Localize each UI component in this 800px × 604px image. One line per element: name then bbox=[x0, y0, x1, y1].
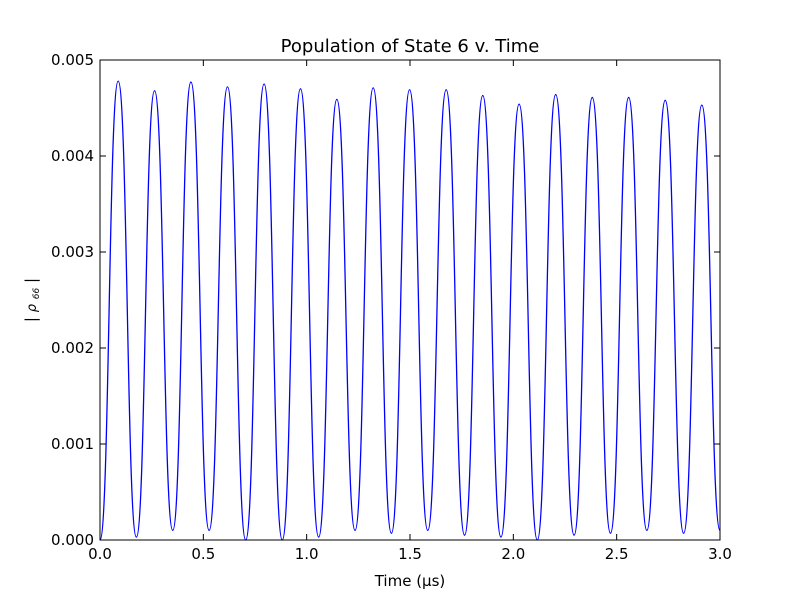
chart-title: Population of State 6 v. Time bbox=[281, 36, 540, 57]
y-tick-label: 0.003 bbox=[51, 243, 94, 261]
x-tick-label: 2.5 bbox=[605, 545, 629, 563]
x-tick-label: 1.5 bbox=[398, 545, 422, 563]
x-tick-label: 3.0 bbox=[708, 545, 732, 563]
y-axis-label-lead: | bbox=[22, 317, 40, 322]
y-tick-label: 0.005 bbox=[51, 51, 94, 69]
x-tick-label: 0.0 bbox=[88, 545, 112, 563]
y-axis-label: | ρ 66 | bbox=[22, 278, 43, 322]
series-layer bbox=[99, 80, 721, 541]
y-tick-label: 0.000 bbox=[51, 531, 94, 549]
x-axis-label: Time (μs) bbox=[374, 572, 446, 590]
y-tick-label: 0.004 bbox=[51, 147, 94, 165]
y-axis-label-subscript: 66 bbox=[32, 287, 42, 299]
x-tick-label: 2.0 bbox=[501, 545, 525, 563]
plot-area bbox=[100, 60, 720, 540]
y-tick-label: 0.001 bbox=[51, 435, 94, 453]
x-tick-label: 1.0 bbox=[295, 545, 319, 563]
series-line bbox=[99, 80, 721, 541]
x-tick-label: 0.5 bbox=[191, 545, 215, 563]
tick-layer: 0.0 0.5 1.0 1.5 2.0 2.5 3.0 0.000 0.001 0.002 0.00… bbox=[51, 51, 732, 563]
y-tick-label: 0.002 bbox=[51, 339, 94, 357]
y-axis-label-trail: | bbox=[22, 278, 40, 283]
y-axis-label-symbol: ρ bbox=[25, 303, 40, 312]
